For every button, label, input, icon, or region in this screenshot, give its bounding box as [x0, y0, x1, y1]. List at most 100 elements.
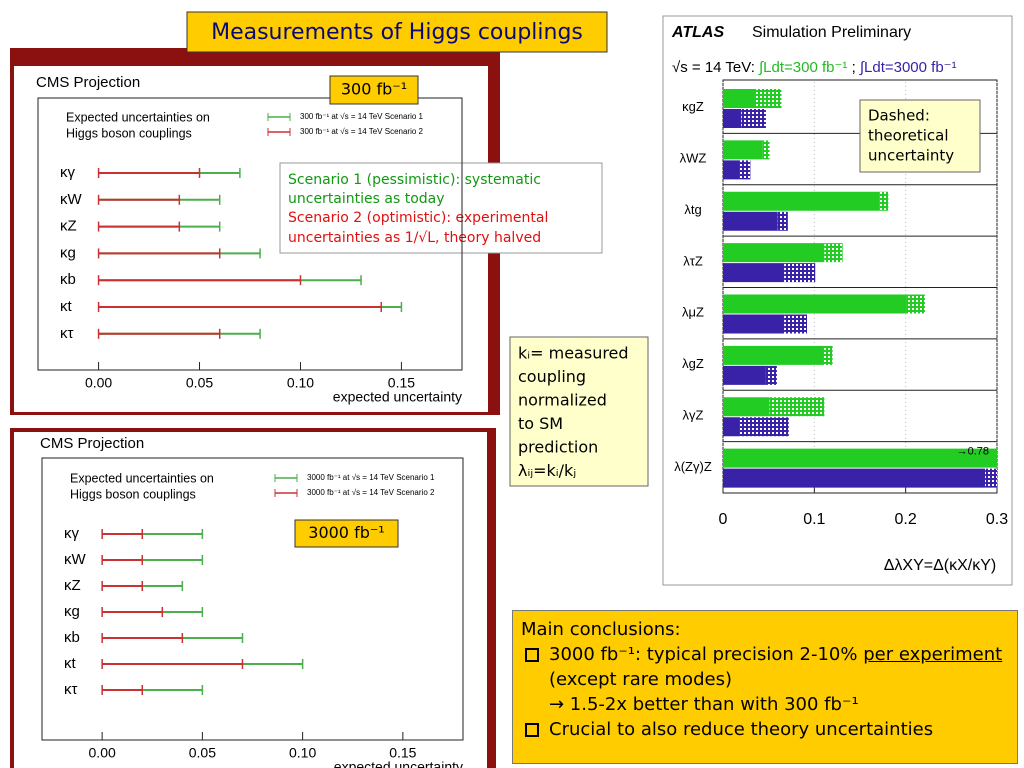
conclusion-item: 3000 fb⁻¹: typical precision 2-10% per e…: [521, 642, 1009, 717]
x-tick-label: 0.00: [85, 375, 112, 391]
bar-experimental: [723, 160, 740, 180]
bar-theory: [824, 243, 843, 263]
category-label: κb: [60, 271, 76, 288]
bar-experimental: [723, 397, 770, 417]
atlas-header: √s = 14 TeV: ∫Ldt=300 fb⁻¹ ; ∫Ldt=3000 f…: [672, 59, 957, 76]
category-label: κg: [64, 603, 80, 620]
x-tick-label: 0.00: [89, 745, 116, 761]
category-label: κb: [64, 629, 80, 646]
bar-experimental: [723, 109, 742, 128]
bullet: [525, 723, 539, 737]
bar-theory: [769, 397, 825, 417]
category-label: λgZ: [682, 356, 704, 371]
x-tick-label: 0.3: [986, 511, 1008, 528]
bar-theory: [765, 365, 777, 385]
plot-frame: [41, 457, 464, 741]
note-box: [859, 99, 981, 173]
slide-title: Measurements of Higgs couplings: [211, 20, 583, 45]
category-label: λμZ: [682, 305, 704, 320]
x-tick-label: 0.2: [895, 511, 917, 528]
category-label: κγ: [64, 525, 80, 542]
x-tick-label: 0: [719, 511, 728, 528]
category-label: λτZ: [683, 253, 703, 268]
bar-theory: [906, 294, 925, 314]
bar-experimental: [723, 263, 785, 283]
legend-label: 300 fb⁻¹ at √s = 14 TeV Scenario 2: [300, 127, 424, 136]
x-tick-label: 0.1: [803, 511, 825, 528]
title-box: [186, 11, 608, 53]
category-label: λWZ: [680, 151, 707, 166]
definition-text: kᵢ= measured: [518, 344, 629, 363]
category-label: κτ: [60, 325, 74, 342]
energy: √s = 14 TeV:: [672, 59, 755, 76]
note-text: theoretical: [868, 127, 949, 145]
annotation: 300 fb⁻¹: [341, 80, 407, 99]
bar-theory: [879, 191, 889, 211]
x-tick-label: 0.10: [287, 375, 314, 391]
bar-theory: [741, 109, 766, 128]
bar-experimental: [723, 211, 778, 231]
bullet: [525, 648, 539, 662]
bar-experimental: [723, 191, 880, 211]
conclusions: Main conclusions: 3000 fb⁻¹: typical pre…: [512, 610, 1018, 764]
category-label: κZ: [64, 577, 81, 594]
legend-entry: ∫Ldt=300 fb⁻¹: [758, 59, 847, 76]
bar-theory: [784, 314, 808, 334]
atlas-subtitle: Simulation Preliminary: [752, 24, 911, 41]
bar-experimental: [723, 294, 907, 314]
atlas-label: ATLAS: [671, 24, 724, 41]
definition-text: coupling: [518, 367, 586, 386]
legend-title: Higgs boson couplings: [66, 126, 192, 140]
legend-label: 3000 fb⁻¹ at √s = 14 TeV Scenario 2: [307, 488, 435, 497]
bars: [723, 89, 997, 488]
definition-text: λᵢⱼ=kᵢ/kⱼ: [518, 461, 576, 480]
category-label: κt: [64, 655, 77, 672]
x-tick-label: 0.15: [389, 745, 416, 761]
category-label: κγ: [60, 164, 76, 181]
bar-theory: [739, 417, 789, 437]
category-label: κW: [60, 191, 83, 208]
x-tick-label: 0.05: [186, 375, 213, 391]
definition-text: prediction: [518, 438, 598, 457]
scenario-text: Scenario 1 (pessimistic): systematic: [288, 172, 541, 188]
category-label: λ(Zγ)Z: [674, 459, 712, 474]
x-tick-label: 0.15: [388, 375, 415, 391]
annotation: →0.78: [957, 446, 989, 458]
annotation-box: [294, 519, 399, 548]
x-tick-label: 0.05: [189, 745, 216, 761]
definition-box: [509, 336, 649, 487]
legend-title: Expected uncertainties on: [66, 110, 210, 124]
category-label: κτ: [64, 681, 78, 698]
scenario-text: uncertainties as today: [288, 191, 445, 207]
category-label: λtg: [684, 202, 701, 217]
definition-text: to SM: [518, 414, 563, 433]
bar-theory: [754, 89, 782, 108]
bar-theory: [985, 468, 997, 488]
bar-theory: [762, 140, 770, 160]
category-label: κgZ: [682, 99, 704, 114]
conclusion-item: Crucial to also reduce theory uncertaint…: [521, 717, 1009, 742]
scenario-text: uncertainties as 1/√L, theory halved: [288, 230, 541, 246]
legend-entry: ∫Ldt=3000 fb⁻¹: [859, 59, 957, 76]
note-text: uncertainty: [868, 147, 954, 165]
category-label: κg: [60, 244, 76, 261]
bar-experimental: [723, 140, 763, 160]
emphasis: per experiment: [863, 644, 1003, 665]
legend-title: Expected uncertainties on: [70, 471, 214, 485]
plot-frame: [37, 97, 463, 371]
annotation: 3000 fb⁻¹: [308, 523, 384, 542]
text: 3000 fb⁻¹: typical precision 2-10%: [549, 644, 858, 665]
bar-experimental: [723, 243, 825, 263]
legend-label: 3000 fb⁻¹ at √s = 14 TeV Scenario 1: [307, 473, 435, 482]
bar-theory: [739, 160, 751, 180]
chart-title: CMS Projection: [36, 74, 140, 91]
bar-experimental: [723, 417, 740, 437]
bar-theory: [823, 345, 833, 365]
panel: [14, 432, 487, 768]
legend-title: Higgs boson couplings: [70, 487, 196, 501]
legend-label: 300 fb⁻¹ at √s = 14 TeV Scenario 1: [300, 112, 424, 121]
bar-theory: [784, 263, 816, 283]
bar-experimental: [723, 448, 997, 468]
